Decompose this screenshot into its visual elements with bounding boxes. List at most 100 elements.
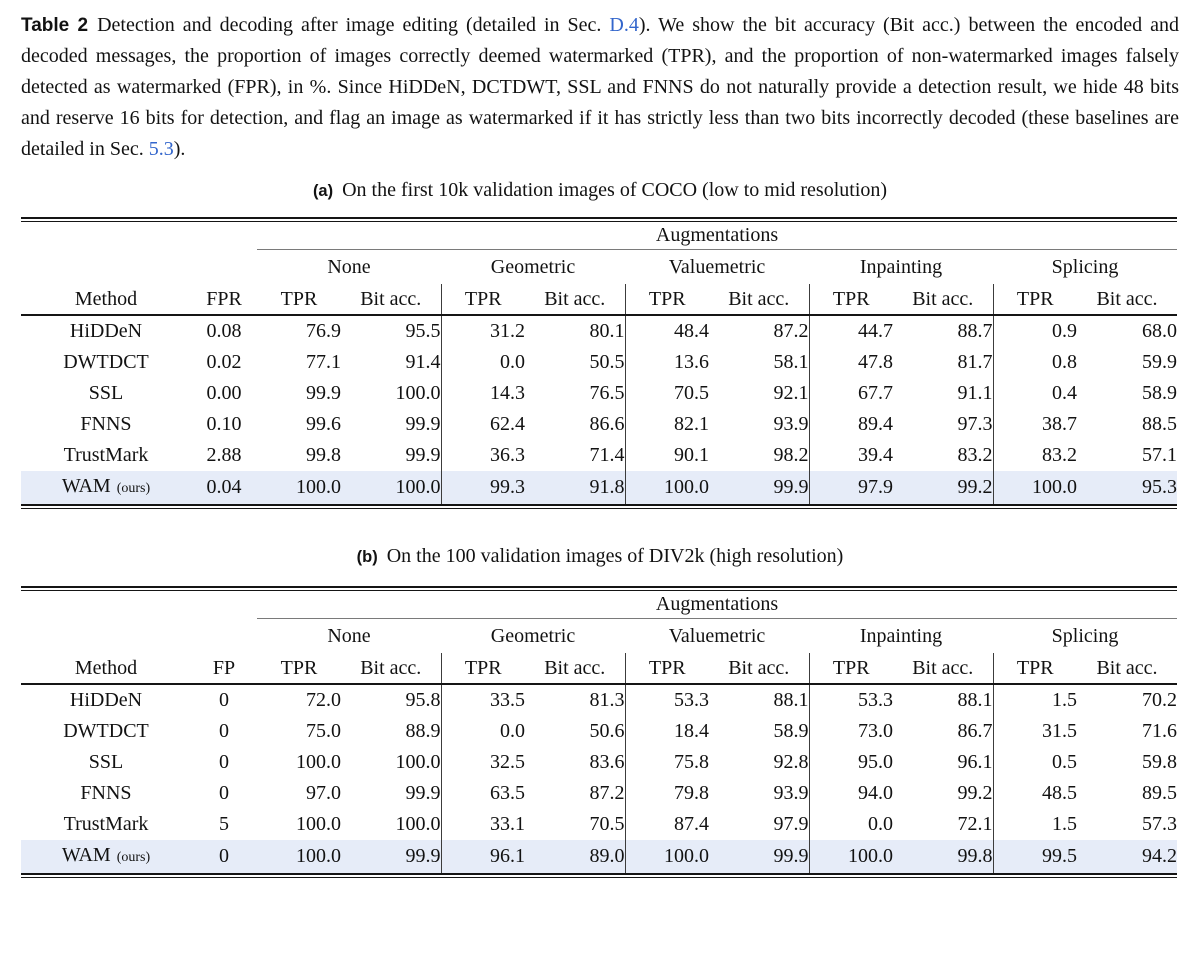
tpr-cell: 0.8 [992, 347, 1077, 378]
bitacc-cell: 100.0 [395, 751, 441, 773]
group-header-row: None Geometric Valuemetric Inpainting Splici… [21, 619, 1177, 654]
tpr-column-header: TPR [992, 653, 1077, 685]
tpr-cell: 1.5 [992, 809, 1077, 840]
table-a-top-rule [21, 217, 1177, 222]
bitacc-cell: 93.9 [773, 782, 809, 804]
bitacc-cell: 71.6 [1142, 720, 1178, 742]
fpr-column-header: FP [191, 653, 257, 685]
subcaption-b: (b) On the 100 validation images of DIV2k… [21, 543, 1179, 570]
section-link[interactable]: 5.3 [148, 138, 174, 160]
tpr-cell: 70.5 [624, 378, 709, 409]
table-b-bottom-rule [21, 873, 1177, 878]
tpr-cell: 100.0 [296, 751, 341, 773]
method-suffix: (ours) [116, 850, 151, 865]
bitacc-cell: 68.0 [1142, 320, 1178, 342]
fpr-cell: 0 [219, 689, 229, 711]
tpr-cell: 100.0 [624, 471, 709, 504]
bitacc-cell: 99.9 [709, 840, 809, 873]
tpr-column-header: TPR [624, 284, 709, 316]
tpr-cell: 90.1 [624, 440, 709, 471]
tpr-cell: 47.8 [808, 347, 893, 378]
table-a-wrap: Augmentations None Geometric Valuemetric Inp… [21, 217, 1179, 509]
bitacc-cell: 87.2 [589, 782, 625, 804]
tpr-cell: 31.5 [992, 716, 1077, 747]
table-row-trustmark: TrustMark 5 100.0 100.0 33.1 70.5 87.4 97.9 0.0 7… [21, 809, 1177, 840]
tpr-cell: 32.5 [440, 747, 525, 778]
fpr-cell: 0.00 [206, 382, 242, 404]
table-b-top-rule [21, 586, 1177, 591]
fpr-cell: 0 [191, 840, 257, 873]
tpr-cell: 39.4 [808, 440, 893, 471]
tpr-cell: 48.4 [624, 315, 709, 347]
fpr-cell: 0 [219, 720, 229, 742]
tpr-cell: 73.0 [808, 716, 893, 747]
method-cell: FNNS [80, 782, 132, 804]
tpr-column-header: TPR [992, 284, 1077, 316]
bitacc-column-header: Bit acc. [341, 284, 441, 316]
bitacc-cell: 99.9 [405, 413, 441, 435]
bitacc-cell: 80.1 [589, 320, 625, 342]
group-header-inpainting: Inpainting [859, 256, 943, 278]
bitacc-cell: 81.3 [589, 689, 625, 711]
bitacc-cell: 100.0 [395, 382, 441, 404]
tpr-cell: 99.9 [306, 382, 341, 404]
table-row-ssl: SSL 0 100.0 100.0 32.5 83.6 75.8 92.8 95.0 96.1 0.… [21, 747, 1177, 778]
table-row-wam: WAM (ours) 0.04 100.0 100.0 99.3 91.8 100.0 99.9… [21, 471, 1178, 504]
method-cell: WAM (ours) [21, 471, 191, 504]
tpr-cell: 94.0 [808, 778, 893, 809]
table-row-ssl: SSL 0.00 99.9 100.0 14.3 76.5 70.5 92.1 67.7 91.1… [21, 378, 1177, 409]
tpr-cell: 99.8 [306, 444, 341, 466]
group-header-valuemetric: Valuemetric [668, 625, 766, 647]
bitacc-cell: 91.8 [525, 471, 625, 504]
bitacc-cell: 99.9 [405, 444, 441, 466]
bitacc-cell: 95.5 [405, 320, 441, 342]
bitacc-column-header: Bit acc. [893, 653, 993, 685]
bitacc-cell: 97.9 [773, 813, 809, 835]
column-header-row: Method FP TPR Bit acc. TPR Bit acc. TPR Bit acc… [21, 653, 1178, 685]
method-cell: SSL [88, 751, 124, 773]
tpr-cell: 48.5 [992, 778, 1077, 809]
bitacc-cell: 83.6 [589, 751, 625, 773]
bitacc-cell: 88.1 [957, 689, 993, 711]
caption-text: ). [173, 138, 186, 160]
tpr-cell: 0.0 [440, 347, 525, 378]
bitacc-cell: 98.2 [773, 444, 809, 466]
bitacc-column-header: Bit acc. [1077, 653, 1178, 685]
tpr-cell: 33.5 [440, 684, 525, 716]
section-link[interactable]: D.4 [609, 14, 639, 36]
header-spacer [21, 591, 257, 619]
bitacc-cell: 93.9 [773, 413, 809, 435]
method-cell: DWTDCT [63, 351, 149, 373]
bitacc-cell: 95.8 [405, 689, 441, 711]
tpr-column-header: TPR [808, 653, 893, 685]
table-row-fnns: FNNS 0.10 99.6 99.9 62.4 86.6 82.1 93.9 89.4 97.3… [21, 409, 1177, 440]
bitacc-column-header: Bit acc. [1077, 284, 1178, 316]
tpr-cell: 100.0 [992, 471, 1077, 504]
header-spacer [21, 250, 257, 285]
bitacc-column-header: Bit acc. [893, 284, 993, 316]
bitacc-cell: 86.7 [957, 720, 993, 742]
bitacc-cell: 96.1 [957, 751, 993, 773]
bitacc-column-header: Bit acc. [709, 284, 809, 316]
fpr-cell: 0 [219, 782, 229, 804]
method-column-header: Method [21, 653, 191, 685]
augmentations-header-row: Augmentations [21, 222, 1178, 250]
tpr-cell: 83.2 [992, 440, 1077, 471]
tpr-cell: 38.7 [992, 409, 1077, 440]
tpr-cell: 31.2 [440, 315, 525, 347]
bitacc-cell: 88.1 [773, 689, 809, 711]
tpr-cell: 97.9 [808, 471, 893, 504]
tpr-cell: 0.9 [992, 315, 1077, 347]
fpr-cell: 0.04 [191, 471, 257, 504]
tpr-column-header: TPR [440, 653, 525, 685]
subcaption-a-label: (a) [312, 182, 334, 200]
table-row-trustmark: TrustMark 2.88 99.8 99.9 36.3 71.4 90.1 98.2 39.… [21, 440, 1177, 471]
bitacc-cell: 100.0 [395, 813, 441, 835]
tpr-cell: 0.0 [440, 716, 525, 747]
tpr-cell: 63.5 [440, 778, 525, 809]
fpr-cell: 2.88 [206, 444, 242, 466]
caption-text: ). We show the bit accuracy (Bit acc.) b… [21, 14, 1185, 160]
bitacc-cell: 92.8 [773, 751, 809, 773]
bitacc-cell: 99.9 [709, 471, 809, 504]
table-row-dwtdct: DWTDCT 0.02 77.1 91.4 0.0 50.5 13.6 58.1 47.8 81.… [21, 347, 1177, 378]
